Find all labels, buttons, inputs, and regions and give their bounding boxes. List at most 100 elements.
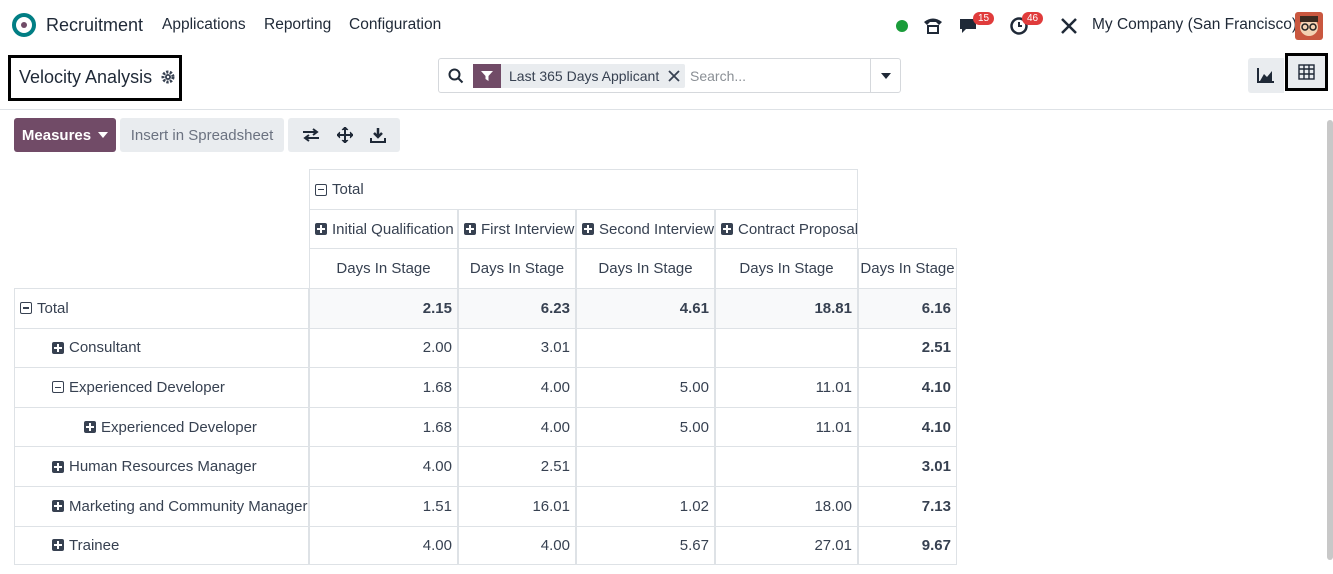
app-name[interactable]: Recruitment — [46, 15, 144, 35]
value-cell: 2.15 — [309, 288, 458, 328]
value-cell: 2.51 — [858, 327, 957, 368]
company-switcher[interactable]: My Company (San Francisco) — [1092, 16, 1298, 33]
phone-icon[interactable] — [922, 15, 944, 35]
value-cell — [576, 327, 715, 368]
facet-remove[interactable] — [665, 70, 685, 82]
value-cell: 5.67 — [576, 525, 715, 566]
app-logo[interactable] — [12, 13, 36, 37]
row-header[interactable]: Experienced Developer — [14, 367, 309, 407]
value-cell: 6.16 — [858, 288, 957, 328]
value-cell — [576, 446, 715, 486]
graph-view-button[interactable] — [1248, 58, 1284, 93]
col-header[interactable]: Initial Qualification — [309, 209, 458, 248]
toggle-icon — [721, 223, 733, 235]
menu-item[interactable]: Applications — [162, 16, 246, 33]
menu-item[interactable]: Configuration — [349, 16, 442, 33]
tools-icon[interactable] — [1060, 17, 1078, 35]
search-bar[interactable]: Last 365 Days Applicant Search... — [438, 58, 901, 93]
value-cell: 4.00 — [309, 446, 458, 486]
value-cell: 2.51 — [458, 446, 576, 486]
activity-badge: 46 — [1022, 12, 1044, 25]
value-cell: 27.01 — [715, 525, 858, 566]
toggle-icon — [52, 381, 64, 394]
download-button[interactable] — [369, 127, 386, 143]
row-header[interactable]: Trainee — [14, 525, 309, 566]
control-panel: Velocity Analysis Last 365 Days Applican… — [0, 52, 1333, 110]
value-cell: 11.01 — [715, 406, 858, 447]
toggle-icon — [84, 421, 96, 434]
measure-header[interactable]: Days In Stage — [858, 248, 957, 288]
value-cell: 6.23 — [458, 288, 576, 328]
toggle-icon — [582, 223, 594, 235]
measures-button[interactable]: Measures — [14, 118, 116, 152]
col-header-text: First Interview — [481, 220, 575, 238]
measure-header[interactable]: Days In Stage — [309, 248, 458, 288]
value-cell: 1.68 — [309, 406, 458, 447]
measure-header[interactable]: Days In Stage — [458, 248, 576, 288]
toggle-icon — [464, 223, 476, 235]
activity-icon[interactable] — [1009, 15, 1031, 37]
breadcrumb-box: Velocity Analysis — [8, 55, 182, 101]
value-cell: 18.81 — [715, 288, 858, 328]
measure-header-text: Days In Stage — [336, 260, 431, 277]
search-toggle[interactable] — [880, 71, 892, 81]
search-placeholder[interactable]: Search... — [690, 68, 747, 84]
col-header[interactable]: Contract Proposal — [715, 209, 858, 248]
settings-gear[interactable] — [161, 70, 175, 84]
flip-axis-button[interactable] — [302, 128, 320, 142]
value-cell: 4.10 — [858, 406, 957, 447]
measure-header-text: Days In Stage — [598, 260, 693, 277]
value-cell: 16.01 — [458, 486, 576, 526]
row-header-text: Total — [37, 299, 69, 317]
navbar: Recruitment Applications Reporting Confi… — [0, 0, 1333, 52]
row-header[interactable]: Experienced Developer — [14, 406, 309, 447]
pivot-table: Total Initial Qualification First Intervie… — [14, 169, 958, 566]
col-header-total-text: Total — [332, 181, 364, 198]
pivot-view-button[interactable] — [1285, 53, 1328, 91]
value-cell: 3.01 — [458, 327, 576, 368]
measure-header[interactable]: Days In Stage — [715, 248, 858, 288]
value-cell: 4.00 — [458, 367, 576, 407]
value-cell: 4.61 — [576, 288, 715, 328]
filter-facet: Last 365 Days Applicant — [473, 64, 686, 88]
menu-item[interactable]: Reporting — [264, 16, 332, 33]
row-header[interactable]: Marketing and Community Manager — [14, 486, 309, 526]
measures-label: Measures — [21, 126, 92, 144]
row-header-text: Consultant — [69, 339, 141, 357]
user-avatar[interactable] — [1295, 12, 1323, 40]
row-header-text: Trainee — [69, 536, 120, 554]
col-header-total[interactable]: Total — [309, 169, 858, 209]
divider — [870, 59, 871, 92]
facet-label: Last 365 Days Applicant — [509, 68, 660, 84]
measure-header-text: Days In Stage — [860, 260, 955, 277]
col-header-text: Contract Proposal — [738, 220, 859, 238]
col-header[interactable]: First Interview — [458, 209, 576, 248]
value-cell: 3.01 — [858, 446, 957, 486]
toggle-icon — [52, 341, 64, 354]
value-cell: 1.02 — [576, 486, 715, 526]
value-cell: 11.01 — [715, 367, 858, 407]
col-header[interactable]: Second Interview — [576, 209, 715, 248]
measure-header[interactable]: Days In Stage — [576, 248, 715, 288]
expand-all-button[interactable] — [336, 127, 353, 143]
measure-header-text: Days In Stage — [739, 260, 834, 277]
row-header[interactable]: Total — [14, 288, 309, 328]
value-cell: 4.10 — [858, 367, 957, 407]
toggle-icon — [52, 460, 64, 473]
pivot-actions — [288, 118, 400, 152]
presence-dot — [896, 20, 908, 32]
value-cell: 4.00 — [458, 525, 576, 566]
value-cell: 1.51 — [309, 486, 458, 526]
row-header[interactable]: Consultant — [14, 327, 309, 368]
measure-header-text: Days In Stage — [469, 260, 565, 277]
view-title: Velocity Analysis — [19, 67, 153, 87]
row-header-text: Experienced Developer — [101, 418, 257, 436]
row-header[interactable]: Human Resources Manager — [14, 446, 309, 486]
insert-spreadsheet-button[interactable]: Insert in Spreadsheet — [120, 118, 284, 152]
chat-icon[interactable] — [958, 16, 980, 36]
value-cell: 7.13 — [858, 486, 957, 526]
value-cell: 1.68 — [309, 367, 458, 407]
value-cell: 9.67 — [858, 525, 957, 566]
